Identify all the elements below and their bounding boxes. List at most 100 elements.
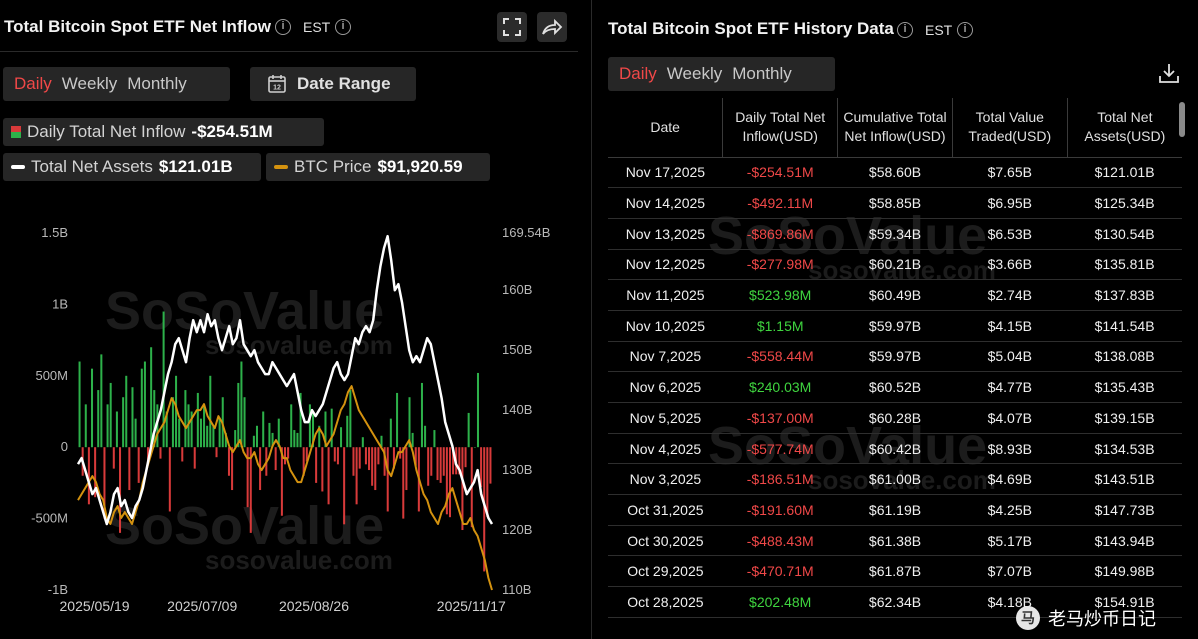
cell-date: Nov 11,2025 (608, 279, 723, 311)
download-icon[interactable] (1158, 62, 1180, 89)
inflow-bar (448, 447, 451, 518)
inflow-bar (333, 447, 336, 462)
table-row[interactable]: Oct 29,2025 -$470.71M $61.87B $7.07B $149.98… (608, 555, 1182, 588)
tab-daily[interactable]: Daily (619, 64, 657, 83)
table-row[interactable]: Oct 31,2025 -$191.60M $61.19B $4.25B $147.73… (608, 494, 1182, 526)
inflow-bar (293, 430, 296, 448)
cell-cumulative: $60.28B (837, 402, 953, 434)
tab-weekly[interactable]: Weekly (666, 64, 723, 83)
cell-cumulative: $58.85B (837, 187, 953, 219)
legend-btc[interactable]: BTC Price $91,920.59 (266, 153, 490, 181)
source-badge: 马 老马炒币日记 (1000, 597, 1198, 639)
tab-daily[interactable]: Daily (14, 74, 52, 93)
cell-value-traded: $6.53B (952, 218, 1068, 250)
cell-cumulative: $59.34B (837, 218, 953, 250)
cell-date: Oct 28,2025 (608, 586, 723, 618)
inflow-bar (140, 368, 143, 448)
history-panel: Total Bitcoin Spot ETF History Data i ES… (593, 0, 1198, 639)
table-row[interactable]: Nov 6,2025 $240.03M $60.52B $4.77B $135.43B (608, 371, 1182, 403)
cell-value-traded: $4.18B (952, 586, 1068, 618)
table-row[interactable]: Nov 5,2025 -$137.00M $60.28B $4.07B $139.15B (608, 402, 1182, 434)
table-row[interactable]: Nov 14,2025 -$492.11M $58.85B $6.95B $125.34… (608, 187, 1182, 219)
date-range-button[interactable]: 12 Date Range (250, 67, 416, 101)
inflow-bar (405, 447, 408, 491)
cell-cumulative: $60.42B (837, 433, 953, 465)
x-tick-label: 2025/05/19 (60, 598, 130, 614)
legend-assets[interactable]: Total Net Assets $121.01B (3, 153, 261, 181)
tab-monthly[interactable]: Monthly (732, 64, 792, 83)
table-row[interactable]: Nov 13,2025 -$869.86M $59.34B $6.53B $130.54… (608, 218, 1182, 250)
cell-value-traded: $7.65B (952, 157, 1068, 189)
inflow-bar (377, 447, 380, 465)
cell-cumulative: $60.49B (837, 279, 953, 311)
inflow-bar (486, 447, 489, 518)
fullscreen-icon[interactable] (497, 12, 527, 42)
col-header-date[interactable]: Date (608, 98, 724, 158)
table-row[interactable]: Oct 30,2025 -$488.43M $61.38B $5.17B $143.94… (608, 525, 1182, 557)
cell-value-traded: $6.95B (952, 187, 1068, 219)
info-icon[interactable]: i (897, 22, 913, 38)
inflow-bar (184, 390, 187, 448)
table-row[interactable]: Nov 12,2025 -$277.98M $60.21B $3.66B $135.81… (608, 249, 1182, 281)
col-header-daily-inflow[interactable]: Daily Total Net Inflow(USD) (722, 98, 839, 158)
cell-cumulative: $59.97B (837, 341, 953, 373)
cell-net-assets: $130.54B (1067, 218, 1182, 250)
cell-value-traded: $3.66B (952, 249, 1068, 281)
inflow-bar (305, 447, 308, 462)
svg-text:12: 12 (273, 85, 281, 92)
inflow-bar (452, 447, 455, 475)
cell-daily-inflow: -$492.11M (722, 187, 838, 219)
table-row[interactable]: Nov 7,2025 -$558.44M $59.97B $5.04B $138.08B (608, 341, 1182, 373)
inflow-bar (240, 361, 243, 448)
inflow-bar (411, 432, 414, 448)
inflow-bar (168, 447, 171, 512)
col-header-value-traded[interactable]: Total Value Traded(USD) (952, 98, 1068, 158)
inflow-bar (137, 447, 140, 483)
panel-title: Total Bitcoin Spot ETF Net Inflow (4, 17, 271, 36)
cell-daily-inflow: -$186.51M (722, 463, 838, 496)
info-icon[interactable]: i (275, 19, 291, 35)
timezone-label: EST (303, 19, 331, 35)
source-badge-text: 老马炒币日记 (1048, 609, 1156, 629)
table-row[interactable]: Nov 3,2025 -$186.51M $61.00B $4.69B $143.51B (608, 463, 1182, 496)
inflow-bar (175, 375, 178, 448)
info-icon[interactable]: i (335, 19, 351, 35)
inflow-bar (153, 390, 156, 448)
legend-inflow-value: -$254.51M (191, 122, 273, 141)
legend-inflow[interactable]: Daily Total Net Inflow -$254.51M (3, 118, 324, 146)
x-tick-label: 2025/11/17 (437, 598, 506, 614)
table-row[interactable]: Nov 10,2025 $1.15M $59.97B $4.15B $141.54B (608, 310, 1182, 342)
inflow-bar (283, 447, 287, 465)
table-row[interactable]: Nov 4,2025 -$577.74M $60.42B $8.93B $134.53B (608, 433, 1182, 465)
inflow-bar (125, 375, 128, 448)
inflow-bar (193, 447, 196, 469)
share-icon[interactable] (537, 12, 567, 42)
net-assets-line (76, 234, 494, 526)
inflow-bar (346, 415, 349, 448)
inflow-bar (277, 418, 280, 448)
tab-weekly[interactable]: Weekly (61, 74, 118, 93)
inflow-bar (190, 411, 193, 448)
inflow-chart: 1.5B 1B 500M 0 -500M -1B 169.54B 160B 150B 140B 13… (31, 225, 550, 614)
inflow-bar (396, 392, 399, 448)
table-row[interactable]: Nov 17,2025 -$254.51M $58.60B $7.65B $121.01… (608, 157, 1182, 189)
inflow-bar (287, 447, 290, 459)
table-row[interactable]: Oct 28,2025 $202.48M $62.34B $4.18B $154.91B (608, 586, 1182, 618)
inflow-bar (439, 447, 442, 483)
table-row[interactable]: Nov 11,2025 $523.98M $60.49B $2.74B $137.83B (608, 279, 1182, 311)
cell-date: Nov 6,2025 (608, 371, 723, 403)
col-header-net-assets[interactable]: Total Net Assets(USD) (1067, 98, 1182, 158)
x-tick-label: 2025/07/09 (167, 598, 237, 614)
cell-date: Nov 3,2025 (608, 463, 723, 496)
period-tabs: Daily Weekly Monthly (3, 67, 230, 101)
panel-title: Total Bitcoin Spot ETF History Data (608, 19, 894, 38)
table-scrollbar[interactable] (1179, 102, 1185, 137)
history-table: Date Daily Total Net Inflow(USD) Cumulat… (608, 98, 1182, 618)
tab-monthly[interactable]: Monthly (127, 74, 187, 93)
col-header-cumulative[interactable]: Cumulative Total Net Inflow(USD) (837, 98, 953, 158)
inflow-bar (199, 418, 202, 448)
y-right-tick-label: 140B (502, 402, 532, 417)
info-icon[interactable]: i (957, 22, 973, 38)
cell-daily-inflow: -$869.86M (722, 218, 838, 250)
inflow-bar (299, 392, 302, 448)
